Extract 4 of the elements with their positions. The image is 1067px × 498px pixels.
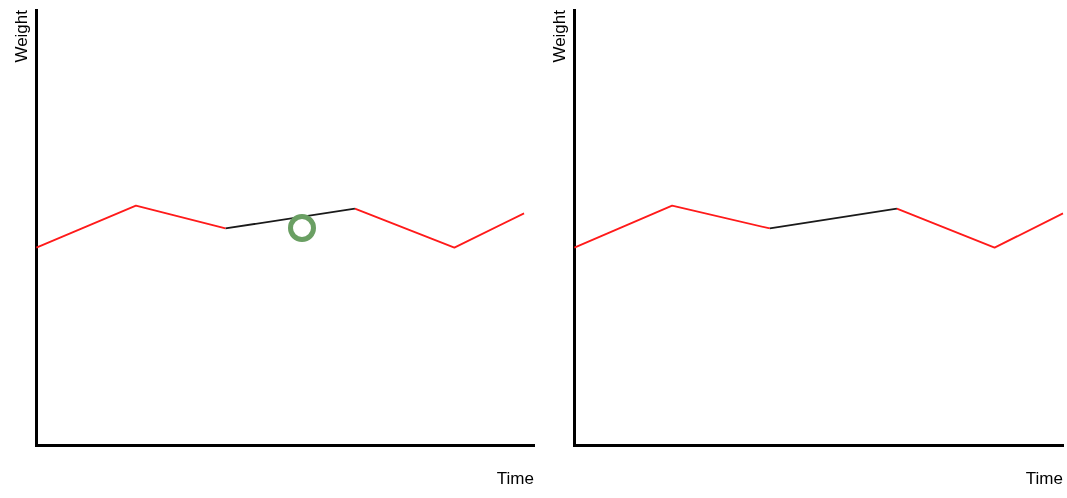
y-axis-title: Weight <box>549 9 569 63</box>
y-axis-title: Weight <box>11 9 31 63</box>
x-axis-title: Time <box>1025 469 1063 489</box>
x-axis-title: Time <box>496 469 534 489</box>
